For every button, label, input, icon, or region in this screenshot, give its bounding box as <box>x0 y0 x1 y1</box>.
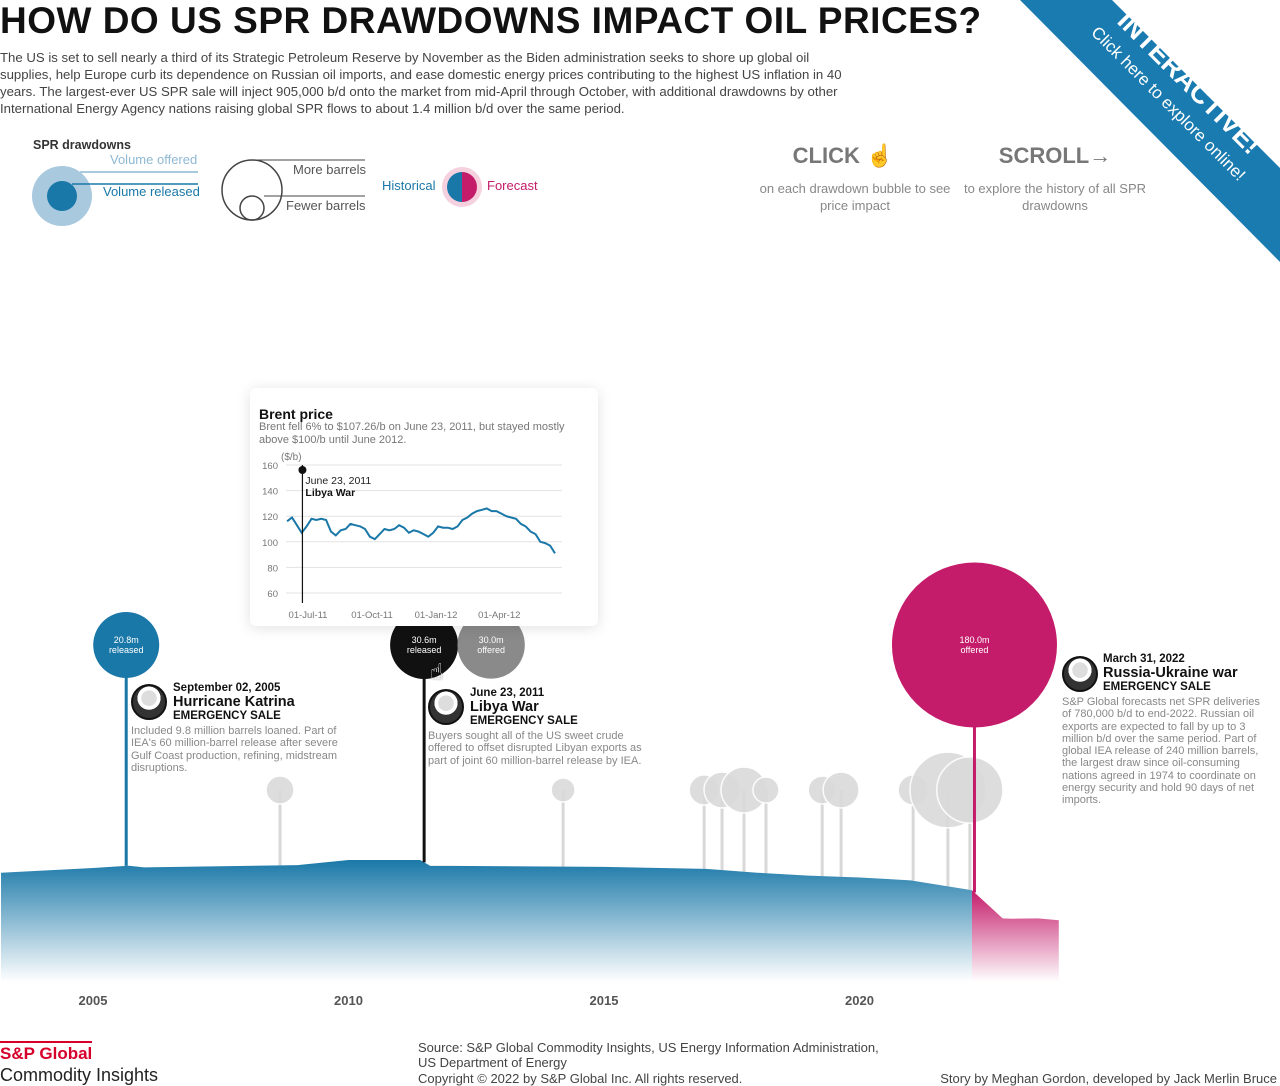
legend-title: SPR drawdowns <box>33 138 131 152</box>
drawdown-bubble-historical[interactable] <box>93 612 160 678</box>
y-tick-label: 140 <box>262 487 278 498</box>
card-title: Brent price <box>259 406 333 422</box>
legend-offered-label: Volume offered <box>110 152 198 167</box>
event-name: Hurricane Katrina <box>173 694 295 710</box>
event-marker-label: Libya War <box>305 487 355 499</box>
x-tick-label: 01-Apr-12 <box>478 610 520 621</box>
timeline-chart[interactable]: 20.8mreleased30.6mreleased30.0moffered18… <box>0 0 1280 1030</box>
sp-global-logo: S&P Global <box>0 1044 93 1063</box>
y-tick-label: 80 <box>267 563 278 574</box>
scroll-hint-title: SCROLL→ <box>955 143 1155 169</box>
pointing-hand-icon: ☝ <box>865 143 894 168</box>
event-type: EMERGENCY SALE <box>1103 681 1211 693</box>
event-type: EMERGENCY SALE <box>470 715 578 727</box>
event-name: Russia-Ukraine war <box>1103 665 1238 681</box>
card-subtitle: Brent fell 6% to $107.26/b on June 23, 2… <box>259 421 565 446</box>
drawdown-bubble[interactable] <box>550 777 576 803</box>
bubble-volume: 30.6m <box>412 635 437 645</box>
year-tick-label: 2015 <box>590 993 619 1008</box>
y-tick-label: 120 <box>262 512 278 523</box>
x-tick-label: 01-Jul-11 <box>289 610 328 621</box>
click-hint-desc: on each drawdown bubble to see price imp… <box>759 181 951 213</box>
bubble-kind: released <box>109 645 144 655</box>
drawdown-bubble[interactable] <box>265 775 295 805</box>
event-date: September 02, 2005 <box>173 682 281 694</box>
avatar <box>131 684 167 720</box>
avatar <box>1062 656 1098 692</box>
logo-rule <box>0 1041 92 1043</box>
event-date: March 31, 2022 <box>1103 653 1185 665</box>
brent-line-chart: 160 140 120 100 80 60 ($/b) 01-Jul-11 01-Oct-11 0… <box>262 452 562 621</box>
y-tick-label: 60 <box>267 589 278 600</box>
scroll-hint-desc: to explore the history of all SPR drawdo… <box>963 181 1147 213</box>
y-tick-label: 100 <box>262 538 278 549</box>
drawdown-bubble-selected[interactable] <box>390 610 459 680</box>
y-tick-label: 160 <box>262 461 278 472</box>
click-hint-title: CLICK ☝ <box>743 143 943 169</box>
drawdown-bubble[interactable] <box>936 756 1004 824</box>
bubble-volume: 180.0m <box>959 635 989 645</box>
event-marker-dot <box>298 466 307 474</box>
bubble-kind: offered <box>477 645 505 655</box>
hand-cursor-icon: ☝ <box>430 660 444 685</box>
event-russia-ukraine[interactable]: March 31, 2022 Russia-Ukraine war EMERGE… <box>1062 653 1272 807</box>
bubble-kind: offered <box>961 645 989 655</box>
year-tick-label: 2020 <box>845 993 874 1008</box>
year-tick-label: 2010 <box>334 993 363 1008</box>
legend-fewer-label: Fewer barrels <box>286 198 366 213</box>
event-type: EMERGENCY SALE <box>173 710 281 722</box>
interactive-banner[interactable]: INTERACTIVE! Click here to explore onlin… <box>0 0 1280 270</box>
brent-price-card: Brent price Brent fell 6% to $107.26/b o… <box>250 388 598 626</box>
copyright: Copyright © 2022 by S&P Global Inc. All … <box>418 1071 743 1086</box>
legend-released-circle <box>47 181 77 211</box>
year-tick-label: 2005 <box>79 993 108 1008</box>
x-tick-label: 01-Jan-12 <box>415 610 458 621</box>
page-title: HOW DO US SPR DRAWDOWNS IMPACT OIL PRICE… <box>0 0 982 41</box>
drawdown-bubble-offered[interactable] <box>457 611 525 679</box>
inventory-area-forecast <box>971 890 1059 982</box>
legend-more-label: More barrels <box>293 162 366 177</box>
x-tick-label: 01-Oct-11 <box>351 610 393 621</box>
click-hint-text: CLICK <box>792 143 860 168</box>
legend-graphic <box>32 159 482 226</box>
event-katrina[interactable]: September 02, 2005 Hurricane Katrina EME… <box>131 682 341 774</box>
drawdown-bubble[interactable] <box>752 776 780 804</box>
source-note: Source: S&P Global Commodity Insights, U… <box>418 1040 879 1070</box>
event-date: June 23, 2011 <box>470 687 545 699</box>
brent-price-line <box>286 507 556 554</box>
drawdown-bubble-forecast[interactable] <box>891 562 1057 728</box>
scroll-hint-text: SCROLL <box>998 143 1090 168</box>
legend-released-label: Volume released <box>103 184 200 199</box>
event-marker-date: June 23, 2011 <box>305 475 371 487</box>
bubble-volume: 30.0m <box>479 635 504 645</box>
legend-historical-label: Historical <box>382 178 436 193</box>
bubble-kind: released <box>407 645 442 655</box>
avatar <box>428 689 464 725</box>
banner-ribbon[interactable] <box>1020 0 1280 262</box>
event-description: Included 9.8 million barrels loaned. Par… <box>131 725 338 774</box>
event-description: S&P Global forecasts net SPR deliveries … <box>1062 696 1260 807</box>
intro-paragraph: The US is set to sell nearly a third of … <box>0 50 842 116</box>
event-libya[interactable]: June 23, 2011 Libya War EMERGENCY SALE B… <box>428 687 643 767</box>
arrow-right-icon: → <box>1089 143 1112 168</box>
event-name: Libya War <box>470 699 539 715</box>
bubble-volume: 20.8m <box>114 635 139 645</box>
drawdown-bubble[interactable] <box>822 771 860 809</box>
legend-forecast-label: Forecast <box>487 178 538 193</box>
credit: Story by Meghan Gordon, developed by Jac… <box>940 1071 1277 1086</box>
event-description: Buyers sought all of the US sweet crude … <box>428 730 642 767</box>
logo-subtitle: Commodity Insights <box>0 1065 159 1085</box>
inventory-area-historical <box>1 860 972 982</box>
y-axis-unit: ($/b) <box>281 452 302 463</box>
